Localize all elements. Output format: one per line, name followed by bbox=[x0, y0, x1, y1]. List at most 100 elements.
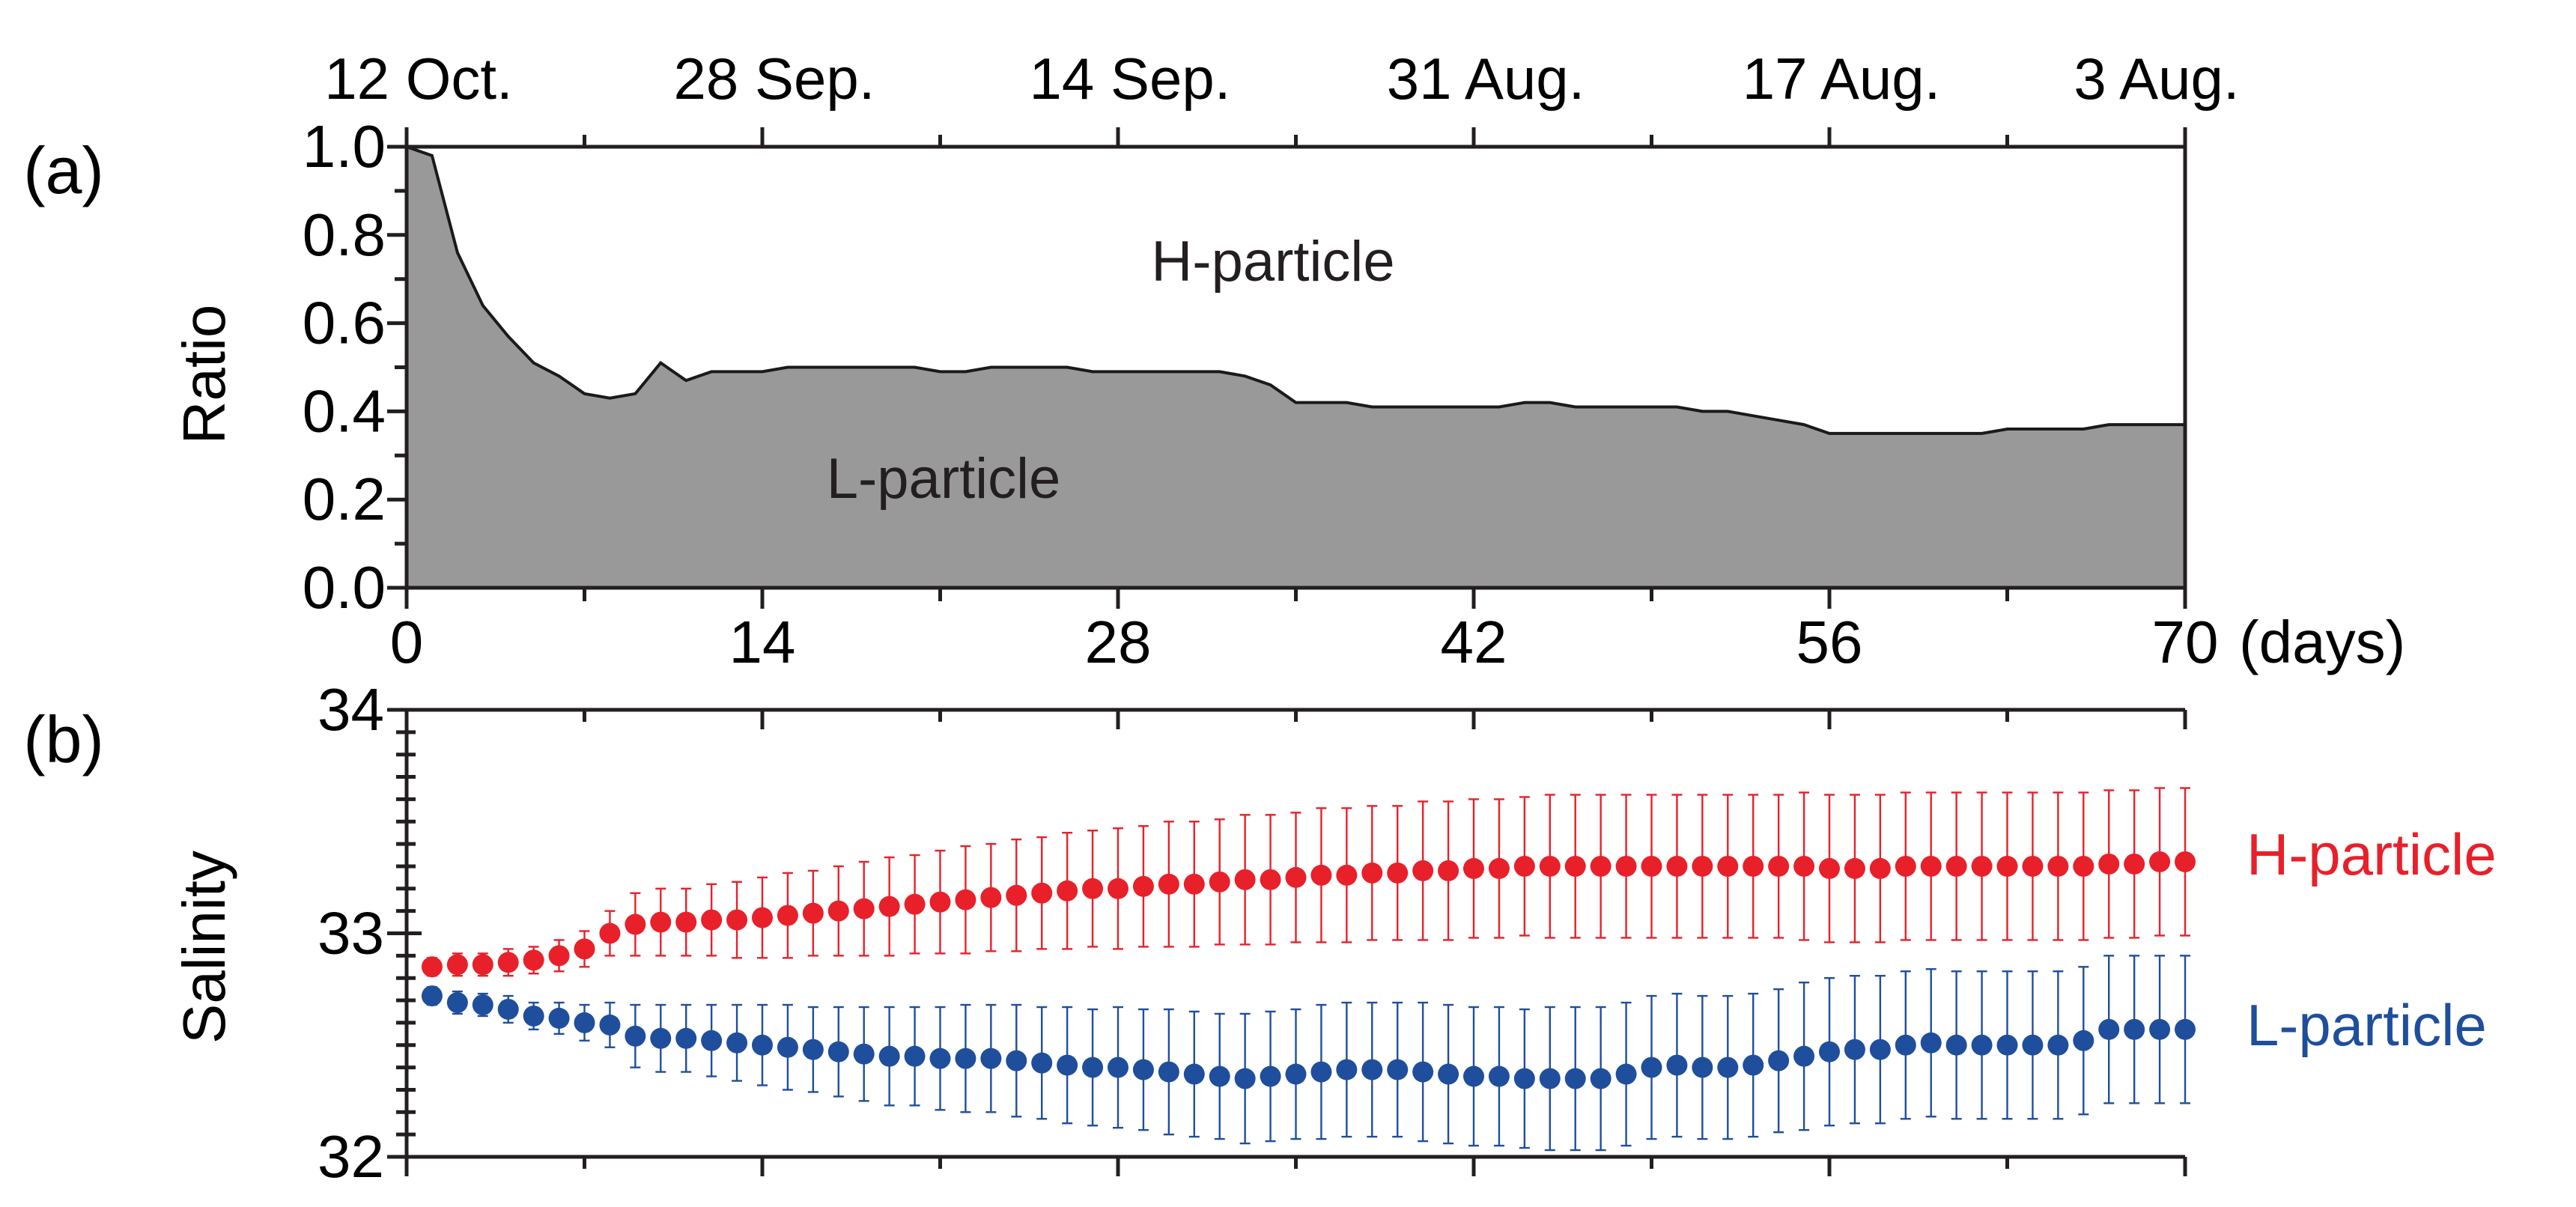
l-particle-point bbox=[1285, 1063, 1307, 1085]
l-particle-point bbox=[1336, 1059, 1358, 1080]
l-particle-point bbox=[1209, 1065, 1230, 1087]
h-particle-point bbox=[1310, 864, 1332, 886]
l-particle-point bbox=[1260, 1065, 1281, 1087]
l-particle-point bbox=[980, 1048, 1002, 1069]
h-particle-point bbox=[853, 898, 875, 919]
l-particle-point bbox=[599, 1014, 621, 1036]
h-particle-point bbox=[1285, 866, 1307, 888]
top-date-label: 12 Oct. bbox=[324, 46, 512, 112]
h-particle-point bbox=[1132, 875, 1154, 897]
h-particle-series bbox=[421, 787, 2196, 978]
h-particle-point bbox=[1336, 864, 1358, 886]
h-particle-point bbox=[1717, 855, 1739, 877]
h-particle-point bbox=[1209, 871, 1230, 893]
h-particle-point bbox=[472, 954, 493, 976]
h-particle-point bbox=[446, 954, 468, 976]
panel-a-ylabel: Ratio bbox=[171, 305, 237, 445]
l-particle-point bbox=[1488, 1065, 1510, 1087]
l-particle-point bbox=[650, 1027, 672, 1049]
h-particle-point bbox=[1539, 855, 1561, 877]
l-particle-point bbox=[827, 1041, 849, 1062]
l-particle-legend: L-particle bbox=[2247, 992, 2487, 1058]
l-particle-point bbox=[1615, 1063, 1637, 1085]
l-particle-point bbox=[2098, 1018, 2120, 1040]
top-date-label: 31 Aug. bbox=[1387, 46, 1585, 112]
h-particle-point bbox=[1844, 857, 1865, 879]
panel-a-y-tick-label: 0.0 bbox=[303, 554, 386, 621]
h-particle-point bbox=[878, 896, 900, 917]
l-particle-point bbox=[1513, 1068, 1535, 1089]
l-particle-point bbox=[1844, 1039, 1865, 1060]
panel-a-label: (a) bbox=[23, 133, 104, 207]
h-particle-point bbox=[1006, 884, 1027, 906]
h-particle-point bbox=[929, 891, 951, 913]
l-particle-point bbox=[2047, 1034, 2069, 1056]
h-particle-point bbox=[1108, 878, 1128, 899]
h-particle-point bbox=[523, 949, 544, 971]
panel-b-salinity-chart: (b) Salinity 32 33 34 H-particle L-parti… bbox=[23, 676, 2497, 1190]
h-particle-point bbox=[802, 902, 824, 924]
l-particle-point bbox=[497, 998, 519, 1020]
top-date-label: 14 Sep. bbox=[1030, 46, 1231, 112]
panel-a-bottom-axis bbox=[404, 588, 2187, 609]
l-particle-point bbox=[1057, 1054, 1078, 1076]
h-particle-point bbox=[1666, 855, 1688, 877]
l-particle-point bbox=[2073, 1030, 2094, 1051]
l-particle-point bbox=[802, 1039, 824, 1060]
panel-a-y-axis bbox=[387, 145, 407, 590]
panel-a-top-date-axis bbox=[404, 127, 2187, 147]
h-particle-point bbox=[1387, 862, 1409, 884]
h-particle-point bbox=[1590, 855, 1611, 877]
l-particle-point bbox=[1361, 1059, 1383, 1080]
top-date-label: 28 Sep. bbox=[674, 46, 875, 112]
l-particle-area bbox=[407, 147, 2185, 588]
h-particle-point bbox=[904, 893, 926, 915]
h-particle-point bbox=[497, 952, 519, 973]
top-date-label: 17 Aug. bbox=[1743, 46, 1941, 112]
l-particle-point bbox=[2149, 1018, 2171, 1040]
top-date-label: 3 Aug. bbox=[2074, 46, 2239, 112]
l-particle-point bbox=[878, 1045, 900, 1067]
h-particle-point bbox=[650, 911, 672, 933]
h-particle-area-label: H-particle bbox=[1151, 230, 1394, 294]
h-particle-point bbox=[1057, 880, 1078, 902]
l-particle-point bbox=[2124, 1018, 2145, 1040]
h-particle-point bbox=[2098, 853, 2120, 875]
l-particle-point bbox=[1438, 1063, 1459, 1085]
h-particle-point bbox=[1945, 855, 1967, 877]
h-particle-point bbox=[1260, 869, 1281, 890]
l-particle-point bbox=[1590, 1068, 1611, 1089]
l-particle-point bbox=[523, 1005, 544, 1027]
h-particle-point bbox=[980, 887, 1002, 908]
l-particle-point bbox=[625, 1025, 646, 1047]
panel-a-xlabel: (days) bbox=[2239, 609, 2405, 675]
l-particle-point bbox=[777, 1036, 798, 1058]
h-particle-point bbox=[1234, 869, 1256, 890]
h-particle-point bbox=[752, 907, 773, 928]
panel-a-y-tick-label: 0.4 bbox=[303, 377, 386, 444]
h-particle-point bbox=[955, 889, 976, 910]
h-particle-point bbox=[1031, 882, 1053, 904]
l-particle-point bbox=[1920, 1032, 1942, 1054]
l-particle-point bbox=[1031, 1052, 1053, 1074]
panel-a-y-tick-label: 0.6 bbox=[303, 290, 386, 356]
l-particle-point bbox=[752, 1034, 773, 1056]
l-particle-point bbox=[1996, 1034, 2018, 1056]
h-particle-point bbox=[599, 922, 621, 944]
h-particle-point bbox=[1488, 857, 1510, 879]
h-particle-point bbox=[1641, 855, 1662, 877]
l-particle-point bbox=[1793, 1045, 1815, 1067]
l-particle-point bbox=[1463, 1065, 1484, 1087]
h-particle-point bbox=[1615, 855, 1637, 877]
l-particle-point bbox=[1234, 1068, 1256, 1089]
l-particle-point bbox=[1183, 1063, 1205, 1085]
h-particle-point bbox=[675, 911, 697, 933]
h-particle-point bbox=[726, 909, 748, 931]
l-particle-point bbox=[1666, 1054, 1688, 1076]
l-particle-point bbox=[1310, 1061, 1332, 1083]
panel-b-y-tick-label: 32 bbox=[318, 1123, 384, 1190]
l-particle-point bbox=[1717, 1056, 1739, 1078]
h-particle-point bbox=[1996, 855, 2018, 877]
panel-a-x-tick-label: 56 bbox=[1796, 609, 1863, 675]
h-particle-point bbox=[701, 909, 723, 931]
